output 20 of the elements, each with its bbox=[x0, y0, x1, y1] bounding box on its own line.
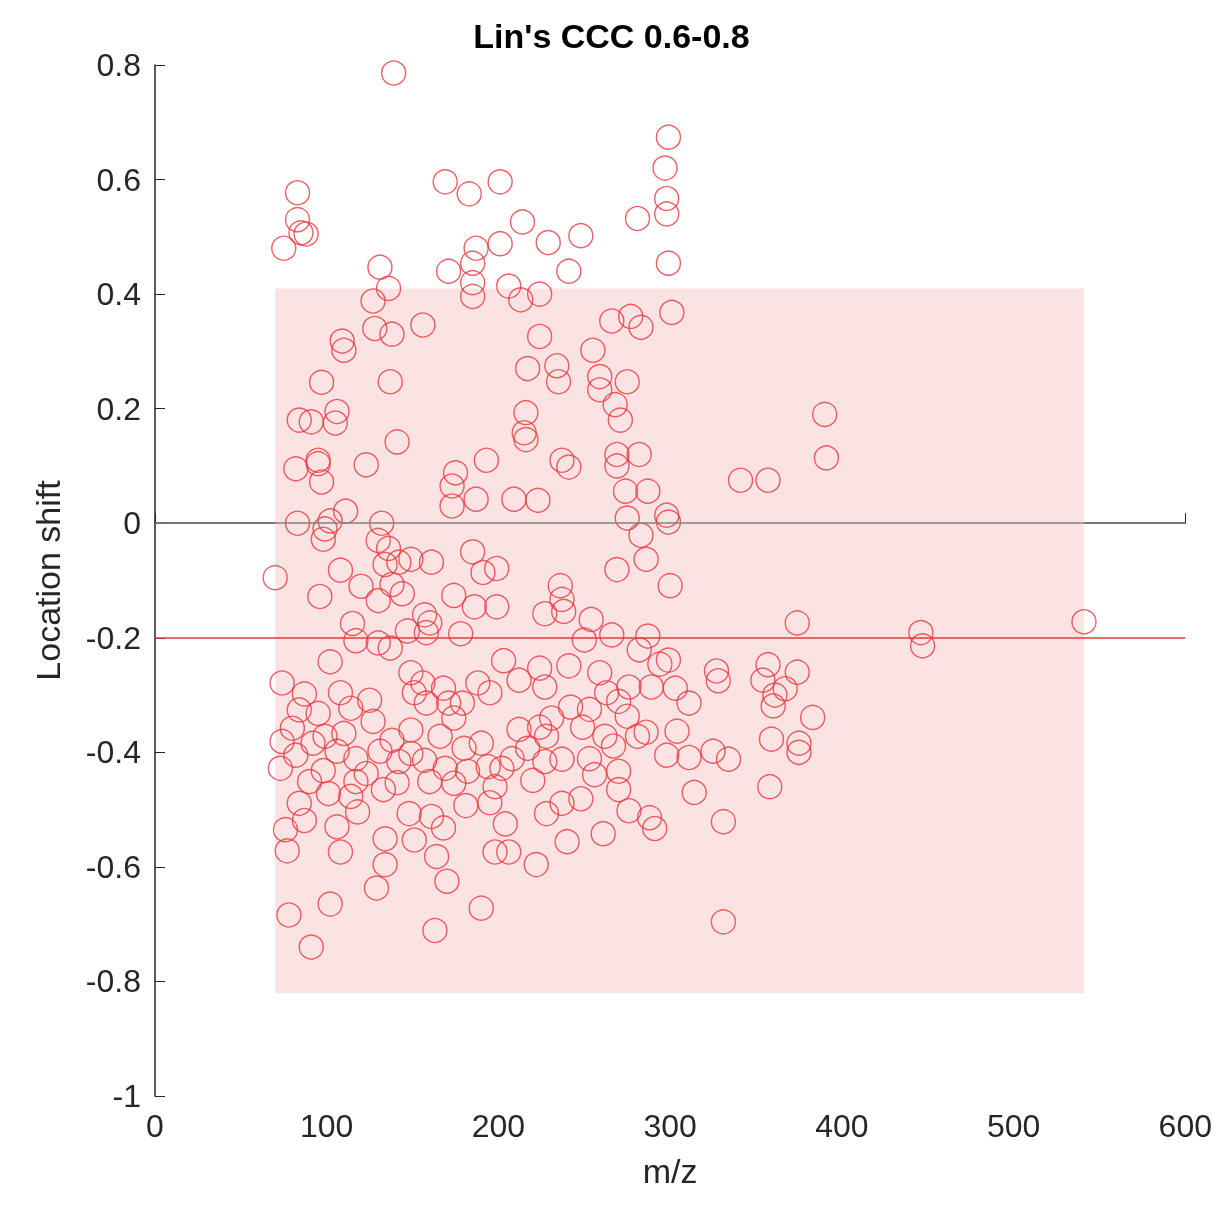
x-tick-label: 300 bbox=[643, 1108, 697, 1144]
chart-title: Lin's CCC 0.6-0.8 bbox=[473, 17, 750, 55]
y-axis-title: Location shift bbox=[29, 479, 67, 681]
x-tick-label: 100 bbox=[300, 1108, 354, 1144]
y-tick-label: -0.8 bbox=[85, 963, 141, 1000]
y-tick-label: 0.4 bbox=[96, 276, 141, 313]
y-tick-label: 0 bbox=[123, 505, 141, 542]
x-axis-title: m/z bbox=[642, 1152, 698, 1190]
x-tick-label: 400 bbox=[815, 1108, 869, 1144]
y-tick-label: -0.6 bbox=[85, 848, 141, 885]
x-tick-label: 0 bbox=[146, 1108, 164, 1144]
y-tick-label: 0.6 bbox=[96, 161, 141, 198]
x-tick-label: 600 bbox=[1158, 1108, 1212, 1144]
y-tick-label: 0.8 bbox=[96, 47, 141, 83]
y-tick-label: -1 bbox=[112, 1078, 141, 1114]
x-tick-label: 500 bbox=[986, 1108, 1041, 1144]
y-tick-label: -0.4 bbox=[85, 734, 141, 771]
y-tick-label: -0.2 bbox=[85, 619, 141, 656]
y-tick-label: 0.2 bbox=[96, 390, 141, 427]
x-tick-label: 200 bbox=[471, 1108, 526, 1144]
